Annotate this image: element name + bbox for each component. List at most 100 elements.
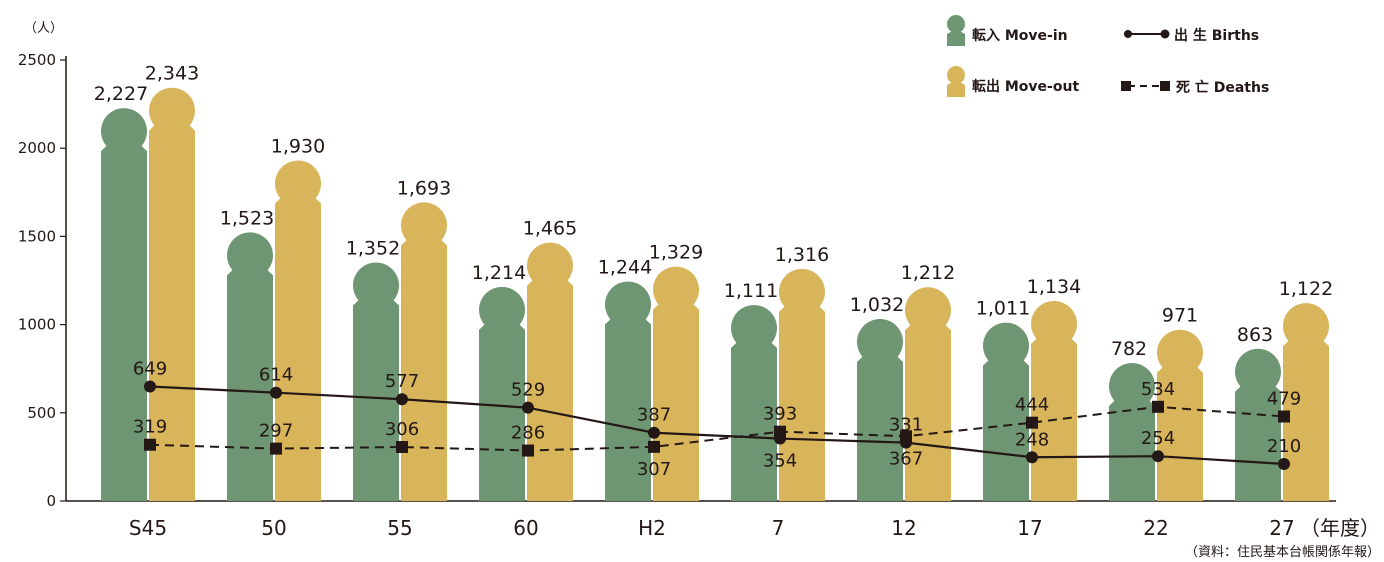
y-axis-unit: （人） bbox=[24, 21, 63, 36]
legend-deaths-marker bbox=[1160, 81, 1170, 91]
move-in-value-label: 1,111 bbox=[724, 280, 778, 302]
births-marker bbox=[144, 380, 156, 393]
move-out-bar-body bbox=[1283, 324, 1329, 501]
x-tick-label: 7 bbox=[772, 516, 785, 540]
move-in-bar bbox=[1109, 363, 1155, 501]
move-in-bar-head bbox=[731, 305, 777, 352]
move-out-value-label: 1,212 bbox=[901, 262, 955, 284]
y-tick-label: 2000 bbox=[18, 139, 56, 157]
move-out-value-label: 1,329 bbox=[649, 242, 703, 264]
move-out-bar-body bbox=[905, 308, 951, 501]
move-out-bar-body bbox=[653, 287, 699, 501]
births-marker bbox=[396, 393, 408, 406]
legend-move-in-swatch-head bbox=[947, 15, 965, 33]
legend-move-in-label: 転入 Move-in bbox=[972, 27, 1068, 44]
move-in-value-label: 1,352 bbox=[346, 238, 400, 260]
move-in-value-label: 1,214 bbox=[472, 262, 526, 284]
deaths-value-label: 286 bbox=[511, 423, 545, 444]
move-in-value-label: 1,244 bbox=[598, 257, 652, 279]
y-tick-label: 1000 bbox=[18, 316, 56, 334]
legend-move-in-swatch-body bbox=[947, 29, 965, 46]
move-in-bar-body bbox=[227, 253, 273, 501]
legend-move-out-swatch-head bbox=[947, 66, 965, 84]
deaths-marker bbox=[144, 438, 156, 451]
move-in-bar bbox=[857, 318, 903, 501]
births-value-label: 614 bbox=[259, 365, 293, 386]
move-out-bar-body bbox=[527, 263, 573, 501]
move-out-value-label: 1,693 bbox=[397, 177, 451, 199]
move-in-bar-head bbox=[983, 322, 1029, 369]
x-tick-label: 17 bbox=[1017, 516, 1042, 540]
births-marker bbox=[648, 426, 660, 439]
deaths-value-label: 319 bbox=[133, 417, 167, 438]
births-value-label: 649 bbox=[133, 359, 167, 380]
move-in-value-label: 2,227 bbox=[94, 83, 148, 105]
births-value-label: 248 bbox=[1015, 429, 1049, 450]
deaths-marker bbox=[270, 442, 282, 455]
x-tick-label: 60 bbox=[513, 516, 538, 540]
deaths-value-label: 534 bbox=[1141, 379, 1175, 400]
move-in-bar bbox=[1235, 348, 1281, 501]
legend-move-in-swatch bbox=[947, 15, 965, 46]
legend-move-out-swatch-body bbox=[947, 80, 965, 97]
move-in-bar-head bbox=[479, 286, 525, 333]
x-tick-label: 55 bbox=[387, 516, 412, 540]
deaths-value-label: 297 bbox=[259, 421, 293, 442]
deaths-value-label: 479 bbox=[1267, 389, 1301, 410]
deaths-line bbox=[149, 405, 1285, 452]
move-out-bar-head bbox=[527, 242, 573, 289]
births-marker bbox=[774, 432, 786, 445]
x-tick-label: 12 bbox=[891, 516, 916, 540]
move-in-bar bbox=[227, 232, 273, 501]
births-marker bbox=[1152, 450, 1164, 463]
move-in-bar-head bbox=[1235, 348, 1281, 395]
move-in-bar-head bbox=[857, 318, 903, 365]
births-marker bbox=[1026, 451, 1038, 464]
move-out-bar-head bbox=[401, 202, 447, 249]
births-value-label: 354 bbox=[763, 451, 797, 472]
move-in-bar-body bbox=[1109, 384, 1155, 501]
move-out-value-label: 971 bbox=[1162, 305, 1198, 327]
move-out-bar-head bbox=[653, 266, 699, 313]
move-in-value-label: 782 bbox=[1111, 338, 1147, 360]
x-tick-label: H2 bbox=[638, 516, 666, 540]
move-out-bar bbox=[1157, 329, 1203, 501]
move-out-bar-body bbox=[779, 289, 825, 501]
deaths-value-label: 367 bbox=[889, 448, 923, 469]
move-out-value-label: 1,134 bbox=[1027, 276, 1081, 298]
move-in-bar-body bbox=[605, 302, 651, 501]
move-in-bar-head bbox=[1109, 363, 1155, 410]
y-tick-label: 500 bbox=[27, 404, 56, 422]
move-out-bar-head bbox=[1031, 300, 1077, 347]
move-out-bar bbox=[149, 87, 195, 502]
move-out-value-label: 1,930 bbox=[271, 136, 325, 158]
deaths-value-label: 393 bbox=[763, 404, 797, 425]
deaths-value-label: 306 bbox=[385, 419, 419, 440]
move-out-bar-body bbox=[1157, 350, 1203, 501]
move-out-bar-head bbox=[1283, 303, 1329, 350]
move-out-bar-head bbox=[1157, 329, 1203, 376]
move-out-value-label: 1,122 bbox=[1279, 278, 1333, 300]
deaths-value-label: 444 bbox=[1015, 395, 1049, 416]
legend-births-label: 出 生 Births bbox=[1174, 27, 1259, 44]
move-in-bar-body bbox=[479, 307, 525, 501]
move-out-bar bbox=[527, 242, 573, 501]
legend-births-marker bbox=[1160, 29, 1170, 39]
move-in-value-label: 1,011 bbox=[976, 298, 1030, 320]
legend-deaths-label: 死 亡 Deaths bbox=[1175, 79, 1269, 96]
move-in-bar bbox=[731, 305, 777, 501]
births-value-label: 331 bbox=[889, 415, 923, 436]
move-out-bar-head bbox=[905, 287, 951, 334]
y-tick-label: 2500 bbox=[18, 51, 56, 69]
births-line bbox=[149, 385, 1285, 466]
legend-move-out-label: 転出 Move-out bbox=[972, 78, 1079, 95]
x-tick-label: 50 bbox=[261, 516, 286, 540]
x-tick-label: S45 bbox=[129, 516, 167, 540]
move-in-bar-head bbox=[101, 108, 147, 155]
move-out-bar-body bbox=[275, 181, 321, 501]
move-in-bar bbox=[605, 281, 651, 501]
move-out-value-label: 1,316 bbox=[775, 244, 829, 266]
legend-deaths-marker bbox=[1121, 81, 1131, 91]
births-value-label: 387 bbox=[637, 405, 671, 426]
